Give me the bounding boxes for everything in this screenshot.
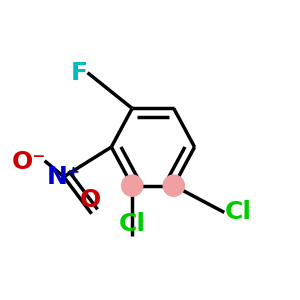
Text: Cl: Cl [224,200,251,224]
Text: Cl: Cl [119,212,146,236]
Text: O: O [80,188,101,212]
Circle shape [121,174,143,197]
Text: O⁻: O⁻ [12,150,46,174]
Text: N⁺: N⁺ [47,165,81,189]
Text: F: F [70,61,88,85]
Circle shape [163,174,185,197]
